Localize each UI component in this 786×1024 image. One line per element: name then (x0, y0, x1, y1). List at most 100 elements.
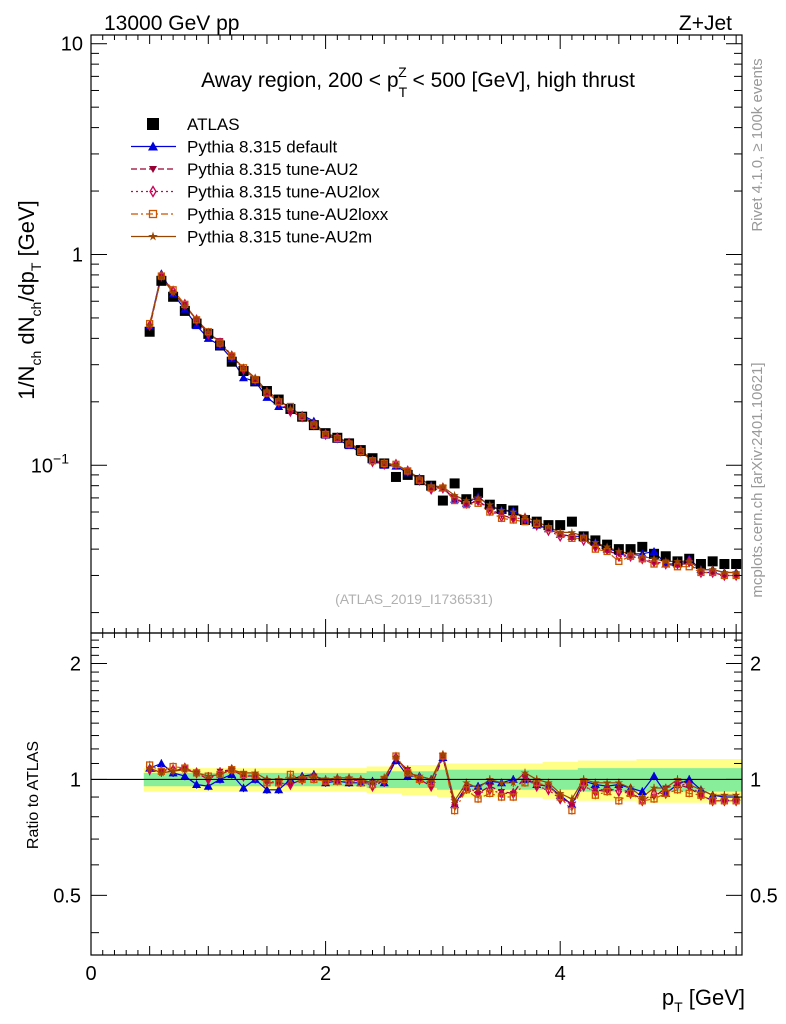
ratio-point-pythia-8-315-tune-au2m (391, 753, 401, 762)
ratio-point-pythia-8-315-tune-au2loxx (650, 795, 658, 803)
ratio-point-pythia-8-315-default (262, 785, 272, 794)
main-series-points (144, 269, 742, 582)
ratio-point-pythia-8-315-tune-au2m (473, 783, 483, 792)
ratio-point-pythia-8-315-default (180, 771, 190, 780)
legend-marker-pythia-8-315-default (148, 141, 158, 151)
point-pythia-8-315-tune-au2loxx (474, 499, 482, 507)
ratio-point-pythia-8-315-tune-au2loxx (591, 791, 600, 799)
series-line-pythia-8-315-tune-au2lox (149, 274, 737, 577)
point-pythia-8-315-tune-au2m (567, 527, 577, 537)
ratio-point-pythia-8-315-default (649, 771, 659, 780)
legend-marker-pythia-8-315-tune-au2loxx (148, 209, 158, 219)
point-pythia-8-315-tune-au2m (485, 500, 495, 509)
ratio-point-pythia-8-315-tune-au2m (602, 778, 612, 787)
point-pythia-8-315-tune-au2lox (169, 285, 177, 297)
ratio-point-pythia-8-315-tune-au2lox (427, 780, 435, 793)
point-pythia-8-315-tune-au2m (391, 460, 401, 469)
ratio-point-pythia-8-315-tune-au2lox (732, 794, 740, 807)
point-pythia-8-315-tune-au2m (192, 315, 201, 324)
point-pythia-8-315-tune-au2loxx (521, 518, 529, 526)
point-pythia-8-315-tune-au2m (262, 386, 272, 395)
ratio-point-pythia-8-315-tune-au2loxx (486, 789, 494, 798)
point-pythia-8-315-tune-au2loxx (673, 563, 682, 571)
ratio-point-pythia-8-315-tune-au2m (497, 778, 506, 787)
series-line-pythia-8-315-tune-au2 (149, 274, 737, 577)
ratio-y-tick-label-left: 1 (70, 769, 81, 791)
point-pythia-8-315-tune-au2lox (685, 555, 693, 568)
point-pythia-8-315-tune-au2m (145, 321, 154, 330)
ratio-point-pythia-8-315-tune-au2lox (580, 780, 587, 793)
source-label: mcplots.cern.ch [arXiv:2401.10621] (749, 362, 766, 597)
ratio-point-pythia-8-315-tune-au2loxx (474, 795, 482, 803)
ratio-point-pythia-8-315-tune-au2lox (556, 793, 564, 805)
axes: 0 2 4 10 1 10−1 0.5 0.5 1 1 2 2 (31, 34, 778, 985)
point-pythia-8-315-tune-au2lox (416, 474, 423, 486)
ratio-point-pythia-8-315-tune-au2m (638, 792, 647, 801)
point-pythia-8-315-tune-au2m (497, 506, 506, 515)
point-pythia-8-315-tune-au2loxx (591, 545, 600, 553)
series-line-pythia-8-315-tune-au2m (149, 275, 737, 574)
point-pythia-8-315-tune-au2m (684, 556, 694, 565)
point-pythia-8-315-tune-au2m (168, 288, 178, 297)
ratio-point-pythia-8-315-tune-au2m (696, 785, 706, 794)
point-pythia-8-315-tune-au2m (286, 404, 295, 413)
legend-label-atlas: ATLAS (187, 115, 240, 134)
point-pythia-8-315-tune-au2lox (592, 541, 599, 553)
point-pythia-8-315-tune-au2m (602, 542, 612, 551)
point-atlas (695, 559, 706, 570)
point-atlas (719, 559, 730, 570)
ratio-point-pythia-8-315-tune-au2m (168, 766, 178, 775)
ratio-point-pythia-8-315-tune-au2m (438, 750, 448, 759)
point-pythia-8-315-tune-au2m (579, 531, 588, 540)
point-pythia-8-315-tune-au2m (626, 549, 635, 558)
ratio-point-pythia-8-315-tune-au2loxx (603, 787, 611, 796)
legend-marker-atlas (147, 118, 159, 130)
ratio-point-pythia-8-315-tune-au2m (720, 790, 729, 799)
point-pythia-8-315-tune-au2lox (228, 350, 236, 362)
ratio-point-pythia-8-315-tune-au2m (614, 778, 624, 787)
ratio-point-pythia-8-315-tune-au2lox (615, 785, 623, 798)
ratio-point-pythia-8-315-tune-au2lox (228, 763, 236, 776)
ratio-point-pythia-8-315-tune-au2lox (627, 787, 634, 800)
ratio-point-pythia-8-315-tune-au2m (250, 768, 260, 777)
point-pythia-8-315-tune-au2m (333, 432, 342, 441)
legend-label-pythia-8-315-tune-au2lox: Pythia 8.315 tune-AU2lox (187, 183, 380, 202)
ratio-point-pythia-8-315-tune-au2m (415, 771, 424, 780)
point-atlas (707, 556, 718, 567)
point-pythia-8-315-tune-au2m (250, 373, 260, 382)
ratio-point-pythia-8-315-tune-au2m (333, 773, 342, 782)
legend-marker-pythia-8-315-tune-au2m (148, 231, 158, 241)
point-pythia-8-315-tune-au2m (239, 363, 248, 372)
ratio-point-pythia-8-315-tune-au2m (368, 778, 377, 787)
ratio-point-pythia-8-315-tune-au2loxx (685, 789, 693, 798)
point-atlas (625, 544, 636, 555)
point-pythia-8-315-tune-au2m (450, 490, 459, 499)
ratio-point-pythia-8-315-tune-au2m (544, 778, 553, 787)
legend: ATLAS Pythia 8.315 default Pythia 8.315 tu… (131, 115, 389, 247)
ratio-point-pythia-8-315-tune-au2m (520, 768, 530, 777)
point-pythia-8-315-default (238, 373, 248, 382)
legend-label-pythia-8-315-tune-au2: Pythia 8.315 tune-AU2 (187, 160, 358, 179)
ratio-point-pythia-8-315-tune-au2m (450, 796, 459, 805)
ratio-point-pythia-8-315-tune-au2lox (709, 794, 716, 807)
point-pythia-8-315-tune-au2m (415, 473, 424, 482)
ratio-point-pythia-8-315-default (238, 783, 248, 792)
ratio-point-pythia-8-315-tune-au2m (204, 771, 213, 780)
ratio-point-pythia-8-315-tune-au2loxx (509, 793, 517, 801)
ratio-point-pythia-8-315-tune-au2m (591, 778, 600, 787)
ratio-y-tick-label-left: 2 (70, 653, 81, 675)
point-pythia-8-315-tune-au2m (215, 338, 225, 347)
ratio-point-pythia-8-315-default (637, 787, 647, 796)
point-pythia-8-315-tune-au2lox (193, 313, 200, 326)
point-pythia-8-315-tune-au2loxx (603, 547, 611, 556)
legend-label-pythia-8-315-tune-au2loxx: Pythia 8.315 tune-AU2loxx (187, 205, 389, 224)
ratio-y-tick-label-right: 2 (750, 653, 761, 675)
point-pythia-8-315-tune-au2loxx (568, 534, 576, 542)
ratio-point-pythia-8-315-tune-au2lox (193, 767, 200, 779)
point-pythia-8-315-tune-au2m (649, 554, 659, 563)
x-tick-label: 2 (320, 963, 331, 985)
point-atlas (144, 326, 155, 337)
ratio-y-axis-label: Ratio to ATLAS (25, 741, 42, 849)
y-tick-label: 10−1 (31, 450, 69, 477)
ratio-point-pythia-8-315-tune-au2m (403, 768, 412, 777)
